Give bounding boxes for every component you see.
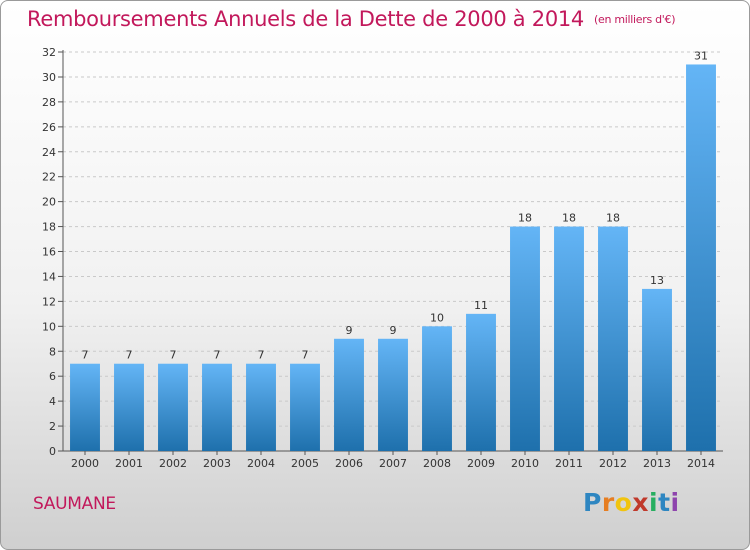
logo-letter: o xyxy=(614,488,633,517)
y-tick-label: 10 xyxy=(42,320,56,333)
bar xyxy=(378,338,408,451)
x-tick-label: 2003 xyxy=(203,457,231,470)
commune-name: SAUMANE xyxy=(33,494,116,514)
data-label: 9 xyxy=(346,324,353,337)
x-tick-label: 2008 xyxy=(423,457,451,470)
y-tick-label: 0 xyxy=(49,445,56,458)
logo-letter: i xyxy=(649,488,659,517)
y-tick-label: 14 xyxy=(42,270,56,283)
x-tick-label: 2010 xyxy=(511,457,539,470)
bar xyxy=(422,326,452,451)
x-tick-label: 2012 xyxy=(599,457,627,470)
logo-letter: t xyxy=(658,488,671,517)
bar xyxy=(598,226,628,451)
y-tick-label: 26 xyxy=(42,121,56,134)
bar xyxy=(202,363,232,451)
x-tick-label: 2013 xyxy=(643,457,671,470)
chart-title-text: Remboursements Annuels de la Dette de 20… xyxy=(27,7,584,31)
bar xyxy=(290,363,320,451)
logo-letter: r xyxy=(601,488,615,517)
x-tick-label: 2007 xyxy=(379,457,407,470)
x-tick-label: 2006 xyxy=(335,457,363,470)
data-label: 31 xyxy=(694,49,708,62)
x-tick-label: 2009 xyxy=(467,457,495,470)
proxiti-logo: Proxiti xyxy=(583,488,680,517)
data-label: 13 xyxy=(650,274,664,287)
y-tick-label: 2 xyxy=(49,420,56,433)
bar xyxy=(554,226,584,451)
data-label: 18 xyxy=(518,212,532,225)
data-label: 7 xyxy=(214,349,221,362)
bar xyxy=(510,226,540,451)
bar xyxy=(642,288,672,451)
y-tick-label: 6 xyxy=(49,370,56,383)
x-tick-label: 2011 xyxy=(555,457,583,470)
data-label: 7 xyxy=(82,349,89,362)
bar xyxy=(158,363,188,451)
data-label: 7 xyxy=(258,349,265,362)
bar xyxy=(334,338,364,451)
data-label: 7 xyxy=(302,349,309,362)
chart-title: Remboursements Annuels de la Dette de 20… xyxy=(27,7,675,31)
data-label: 18 xyxy=(606,212,620,225)
x-tick-label: 2005 xyxy=(291,457,319,470)
y-tick-label: 28 xyxy=(42,96,56,109)
chart-subtitle: (en milliers d'€) xyxy=(594,13,676,26)
y-tick-label: 30 xyxy=(42,71,56,84)
x-tick-label: 2002 xyxy=(159,457,187,470)
data-label: 7 xyxy=(170,349,177,362)
x-tick-label: 2000 xyxy=(71,457,99,470)
bar xyxy=(466,313,496,451)
bar xyxy=(114,363,144,451)
y-tick-label: 20 xyxy=(42,196,56,209)
bar xyxy=(70,363,100,451)
x-tick-label: 2001 xyxy=(115,457,143,470)
x-tick-label: 2014 xyxy=(687,457,715,470)
data-label: 7 xyxy=(126,349,133,362)
x-tick-label: 2004 xyxy=(247,457,275,470)
y-tick-label: 12 xyxy=(42,295,56,308)
logo-letter: P xyxy=(583,488,602,517)
y-tick-label: 4 xyxy=(49,395,56,408)
y-tick-label: 32 xyxy=(42,46,56,59)
bar xyxy=(246,363,276,451)
y-tick-label: 16 xyxy=(42,246,56,259)
logo-letter: i xyxy=(670,488,680,517)
data-label: 9 xyxy=(390,324,397,337)
y-tick-label: 8 xyxy=(49,345,56,358)
y-tick-label: 24 xyxy=(42,146,56,159)
y-tick-label: 18 xyxy=(42,221,56,234)
logo-letter: x xyxy=(632,488,649,517)
bar xyxy=(686,64,716,451)
data-label: 18 xyxy=(562,212,576,225)
data-label: 11 xyxy=(474,299,488,312)
y-tick-label: 22 xyxy=(42,171,56,184)
data-label: 10 xyxy=(430,311,444,324)
